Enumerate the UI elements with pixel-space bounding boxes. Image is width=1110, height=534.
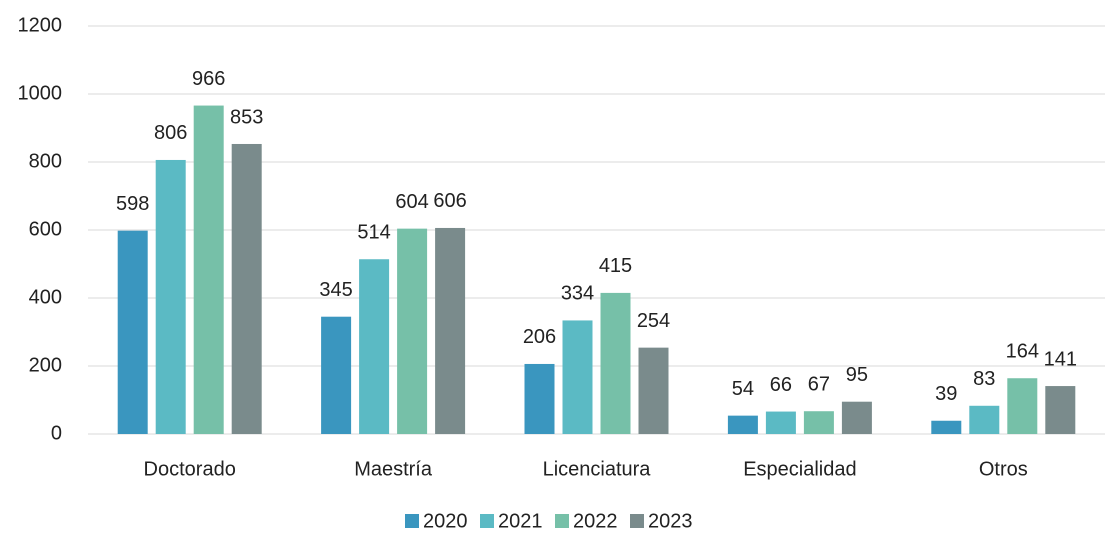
bar <box>435 227 466 434</box>
bar <box>600 292 631 434</box>
bar <box>155 159 186 434</box>
legend-swatch <box>630 514 644 528</box>
data-label: 514 <box>357 222 390 244</box>
data-label: 39 <box>935 383 957 405</box>
data-label: 345 <box>319 279 352 301</box>
legend-label: 2021 <box>498 510 543 532</box>
x-tick-label: Otros <box>979 458 1028 480</box>
x-tick-label: Maestría <box>354 458 433 480</box>
data-label: 598 <box>116 193 149 215</box>
y-tick-label: 1200 <box>18 14 63 36</box>
bar <box>117 230 148 434</box>
bar <box>562 320 593 434</box>
legend-swatch <box>480 514 494 528</box>
data-label: 66 <box>770 374 792 396</box>
data-label: 164 <box>1006 341 1039 363</box>
legend-swatch <box>555 514 569 528</box>
y-tick-label: 0 <box>51 422 62 444</box>
data-label: 54 <box>732 378 754 400</box>
data-label: 67 <box>808 374 830 396</box>
data-label: 853 <box>230 106 263 128</box>
y-tick-label: 600 <box>29 218 62 240</box>
data-label: 206 <box>523 326 556 348</box>
legend-label: 2023 <box>648 510 693 532</box>
y-tick-label: 200 <box>29 354 62 376</box>
data-label: 806 <box>154 122 187 144</box>
data-label: 254 <box>637 310 670 332</box>
data-label: 95 <box>846 364 868 386</box>
y-tick-label: 1000 <box>18 82 63 104</box>
data-label: 141 <box>1044 348 1077 370</box>
bar <box>397 228 428 434</box>
x-tick-label: Licenciatura <box>543 458 652 480</box>
data-label: 334 <box>561 283 594 305</box>
bar <box>1007 378 1038 434</box>
bar <box>803 411 834 434</box>
data-label: 604 <box>395 191 428 213</box>
legend-label: 2020 <box>423 510 468 532</box>
data-label: 415 <box>599 255 632 277</box>
data-label: 606 <box>433 190 466 212</box>
data-label: 966 <box>192 68 225 90</box>
y-tick-label: 800 <box>29 150 62 172</box>
bar <box>931 420 962 434</box>
y-tick-label: 400 <box>29 286 62 308</box>
bar <box>765 411 796 434</box>
bar <box>321 316 352 434</box>
bar <box>524 363 555 434</box>
bar <box>193 105 224 434</box>
legend-label: 2022 <box>573 510 618 532</box>
bar <box>231 143 262 435</box>
bar <box>727 415 758 434</box>
legend-swatch <box>405 514 419 528</box>
bar <box>1045 386 1076 434</box>
x-tick-label: Doctorado <box>144 458 236 480</box>
bar <box>841 401 872 434</box>
bar <box>969 405 1000 434</box>
bar <box>638 347 669 434</box>
bar <box>359 259 390 434</box>
data-label: 83 <box>973 368 995 390</box>
x-tick-label: Especialidad <box>743 458 856 480</box>
